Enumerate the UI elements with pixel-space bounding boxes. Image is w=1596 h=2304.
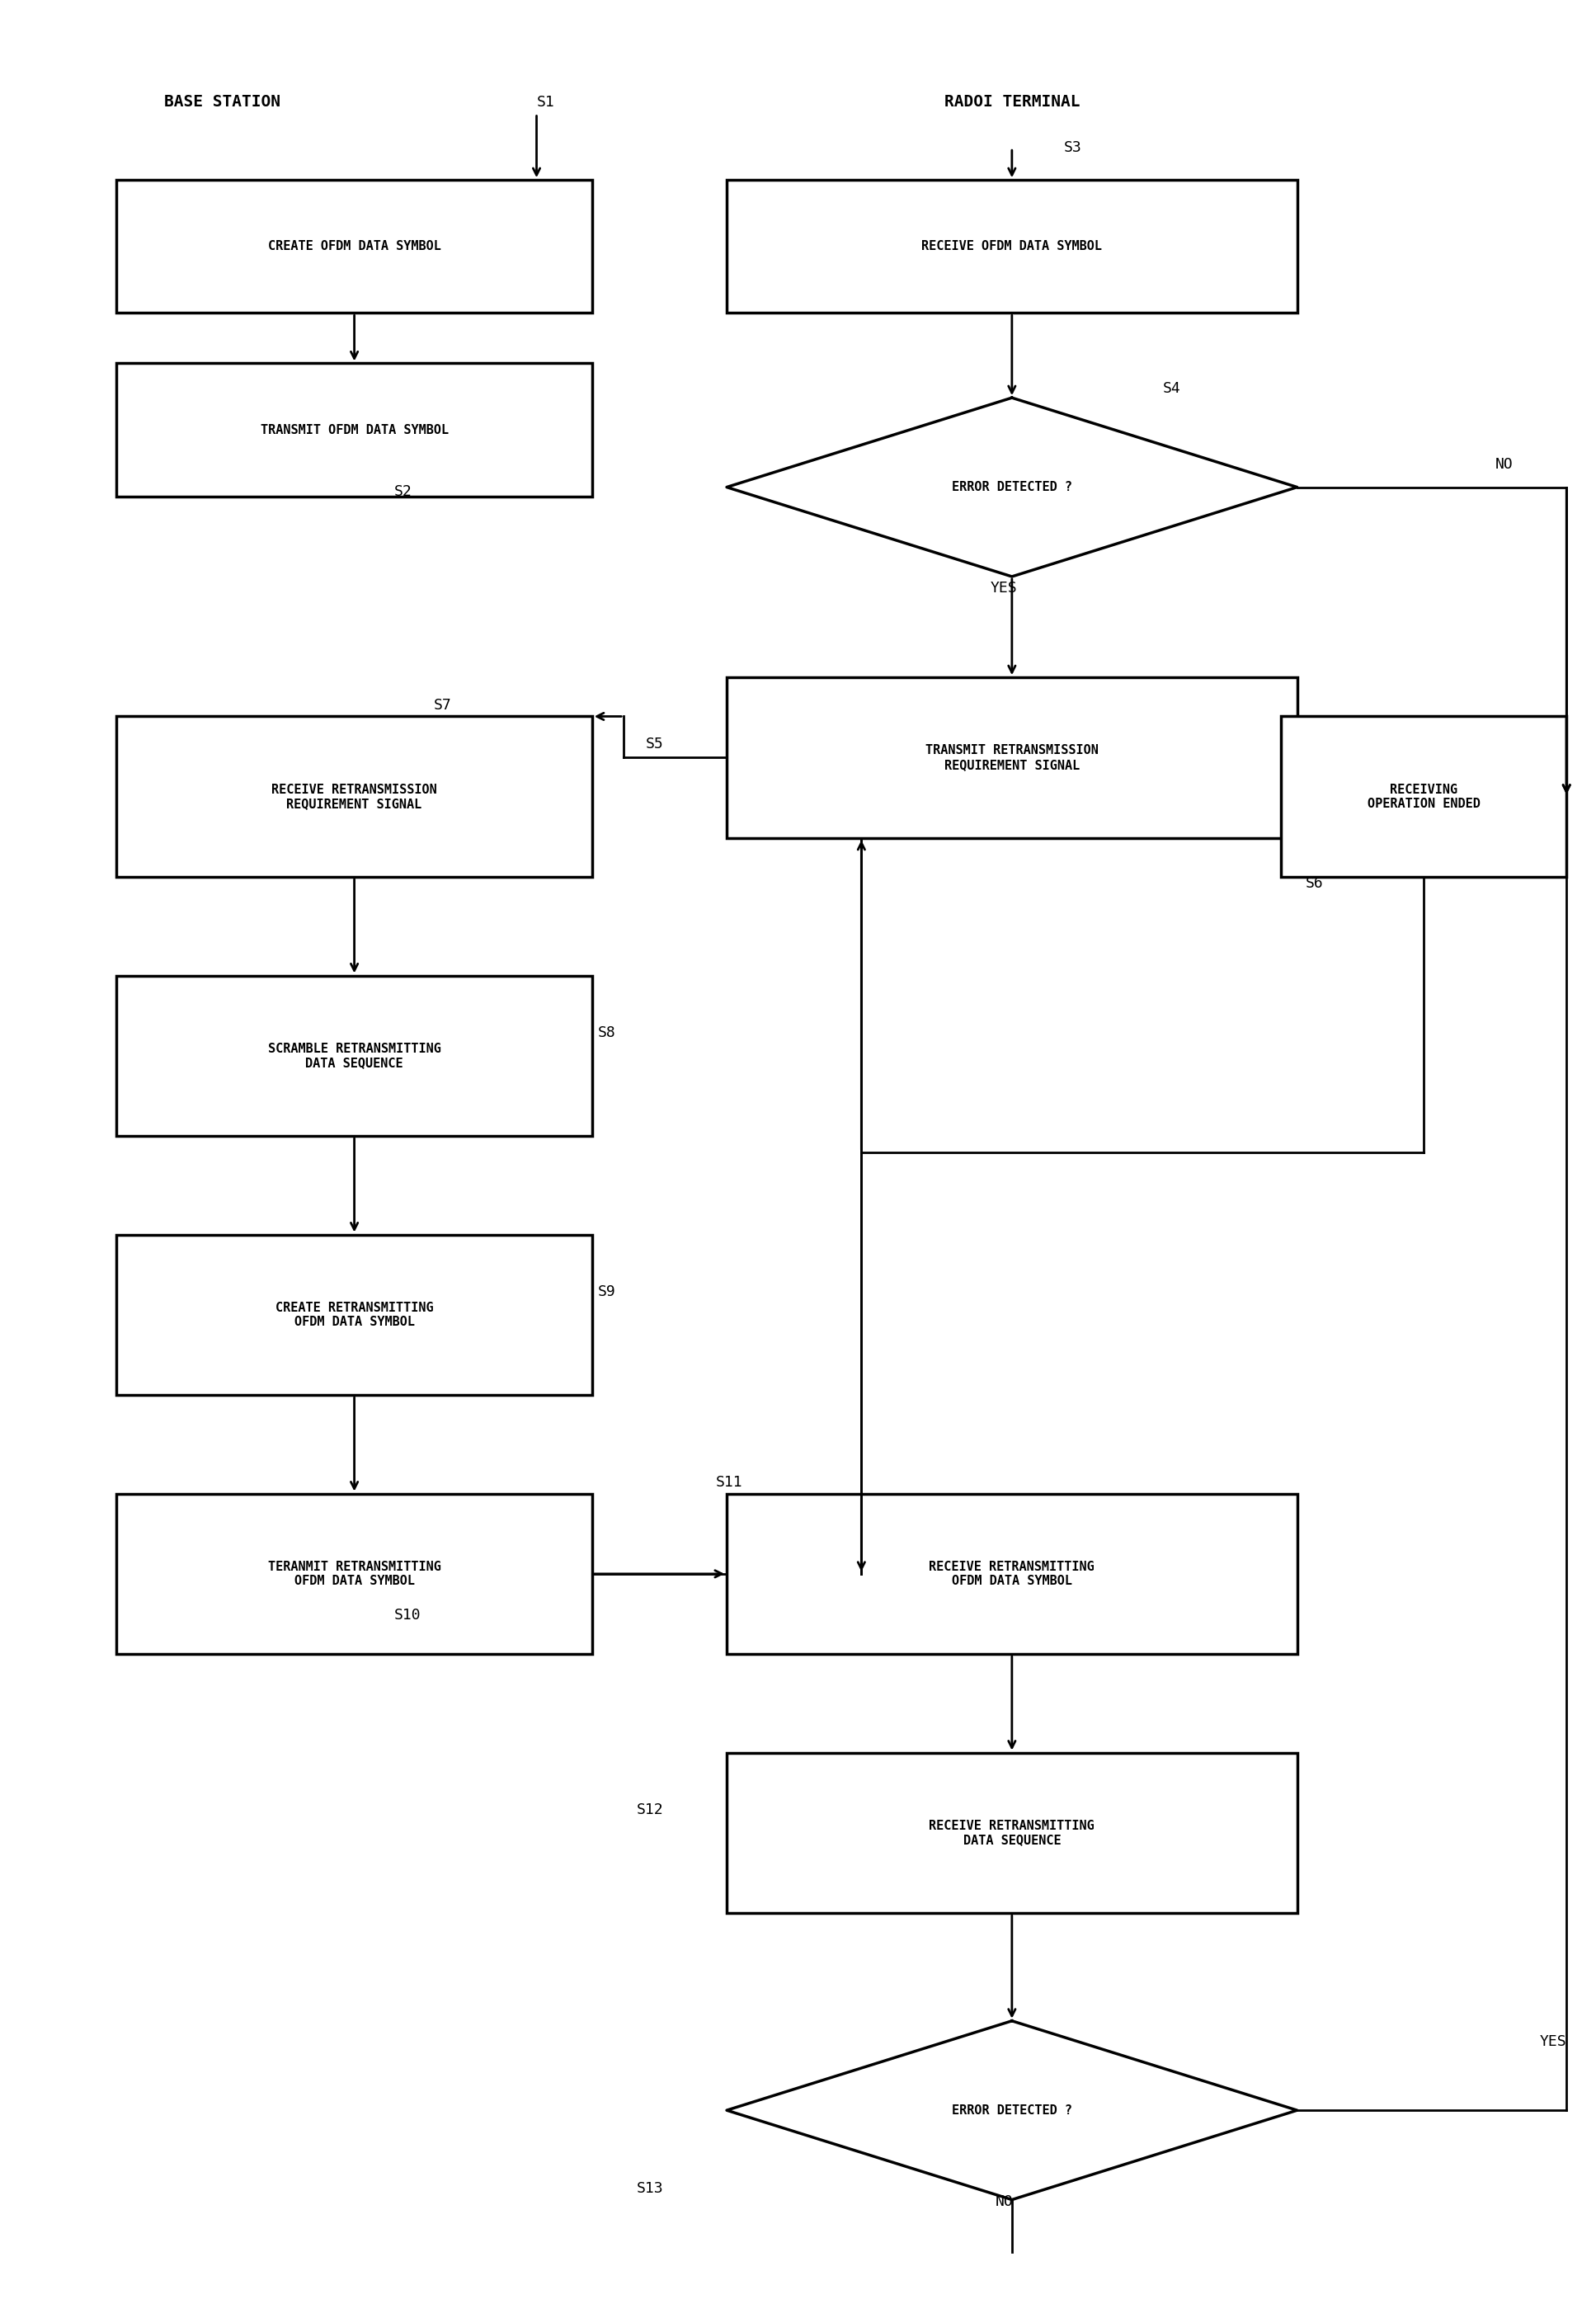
FancyBboxPatch shape	[117, 1493, 592, 1654]
Text: YES: YES	[1540, 2034, 1567, 2048]
Text: S2: S2	[394, 484, 412, 500]
Text: S11: S11	[715, 1475, 742, 1491]
Text: NO: NO	[994, 2196, 1013, 2210]
Text: RADOI TERMINAL: RADOI TERMINAL	[945, 94, 1080, 111]
Text: S5: S5	[645, 737, 664, 751]
FancyBboxPatch shape	[726, 1753, 1298, 1912]
Text: S6: S6	[1306, 876, 1323, 892]
Text: S7: S7	[434, 698, 452, 712]
Text: BASE STATION: BASE STATION	[164, 94, 281, 111]
Text: TRANSMIT RETRANSMISSION
REQUIREMENT SIGNAL: TRANSMIT RETRANSMISSION REQUIREMENT SIGN…	[926, 744, 1098, 772]
FancyBboxPatch shape	[117, 180, 592, 313]
Text: RECEIVE RETRANSMITTING
DATA SEQUENCE: RECEIVE RETRANSMITTING DATA SEQUENCE	[929, 1820, 1095, 1846]
Text: CREATE RETRANSMITTING
OFDM DATA SYMBOL: CREATE RETRANSMITTING OFDM DATA SYMBOL	[275, 1302, 434, 1327]
Text: CREATE OFDM DATA SYMBOL: CREATE OFDM DATA SYMBOL	[268, 240, 440, 253]
Text: S12: S12	[637, 1802, 664, 1818]
Text: RECEIVE RETRANSMITTING
OFDM DATA SYMBOL: RECEIVE RETRANSMITTING OFDM DATA SYMBOL	[929, 1560, 1095, 1587]
FancyBboxPatch shape	[726, 180, 1298, 313]
Text: TRANSMIT OFDM DATA SYMBOL: TRANSMIT OFDM DATA SYMBOL	[260, 424, 448, 435]
Text: S3: S3	[1065, 141, 1082, 154]
FancyBboxPatch shape	[117, 975, 592, 1136]
Text: S4: S4	[1162, 380, 1181, 396]
Text: S1: S1	[536, 94, 554, 108]
Text: NO: NO	[1495, 456, 1513, 472]
Text: ERROR DETECTED ?: ERROR DETECTED ?	[951, 2104, 1073, 2117]
Text: S13: S13	[637, 2182, 664, 2196]
Polygon shape	[726, 399, 1298, 576]
FancyBboxPatch shape	[726, 677, 1298, 839]
FancyBboxPatch shape	[1282, 717, 1567, 878]
Text: S9: S9	[598, 1283, 616, 1299]
FancyBboxPatch shape	[726, 1493, 1298, 1654]
Polygon shape	[726, 2021, 1298, 2200]
Text: S10: S10	[394, 1608, 421, 1622]
FancyBboxPatch shape	[117, 717, 592, 878]
Text: RECEIVE RETRANSMISSION
REQUIREMENT SIGNAL: RECEIVE RETRANSMISSION REQUIREMENT SIGNA…	[271, 783, 437, 811]
FancyBboxPatch shape	[117, 364, 592, 495]
Text: ERROR DETECTED ?: ERROR DETECTED ?	[951, 482, 1073, 493]
Text: RECEIVING
OPERATION ENDED: RECEIVING OPERATION ENDED	[1368, 783, 1481, 811]
Text: TERANMIT RETRANSMITTING
OFDM DATA SYMBOL: TERANMIT RETRANSMITTING OFDM DATA SYMBOL	[268, 1560, 440, 1587]
Text: YES: YES	[991, 581, 1017, 594]
FancyBboxPatch shape	[117, 1235, 592, 1394]
Text: RECEIVE OFDM DATA SYMBOL: RECEIVE OFDM DATA SYMBOL	[921, 240, 1103, 253]
Text: S8: S8	[598, 1025, 616, 1039]
Text: SCRAMBLE RETRANSMITTING
DATA SEQUENCE: SCRAMBLE RETRANSMITTING DATA SEQUENCE	[268, 1041, 440, 1069]
